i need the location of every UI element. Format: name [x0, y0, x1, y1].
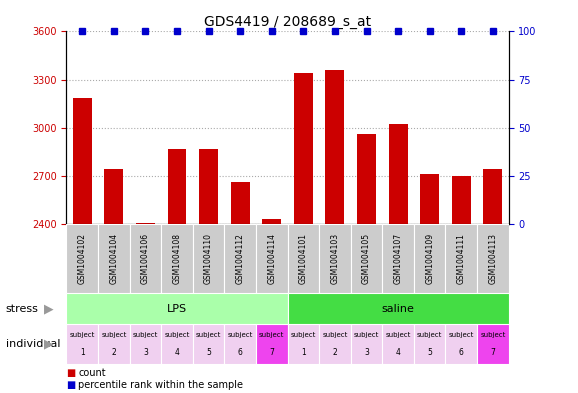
Bar [446, 224, 477, 293]
Text: GSM1004108: GSM1004108 [172, 233, 181, 284]
Text: GSM1004110: GSM1004110 [204, 233, 213, 284]
Text: 4: 4 [175, 348, 179, 357]
Text: 7: 7 [269, 348, 274, 357]
Text: 3: 3 [143, 348, 148, 357]
Bar [325, 70, 344, 393]
Bar [357, 134, 376, 393]
Text: subject: subject [449, 332, 474, 338]
Text: 6: 6 [238, 348, 243, 357]
Text: percentile rank within the sample: percentile rank within the sample [78, 380, 243, 390]
Text: GSM1004109: GSM1004109 [425, 233, 434, 284]
Bar [414, 324, 446, 364]
Text: GSM1004114: GSM1004114 [267, 233, 276, 284]
Text: ■: ■ [66, 368, 76, 378]
Bar [231, 182, 250, 393]
Bar [129, 224, 161, 293]
Text: GSM1004102: GSM1004102 [78, 233, 87, 284]
Bar [136, 223, 155, 393]
Text: 5: 5 [206, 348, 211, 357]
Bar [319, 324, 351, 364]
Title: GDS4419 / 208689_s_at: GDS4419 / 208689_s_at [204, 15, 371, 29]
Bar [382, 324, 414, 364]
Bar [446, 324, 477, 364]
Bar [256, 224, 287, 293]
Text: subject: subject [417, 332, 442, 338]
Text: subject: subject [228, 332, 253, 338]
Bar [319, 224, 351, 293]
Text: 5: 5 [427, 348, 432, 357]
Text: GSM1004103: GSM1004103 [331, 233, 339, 284]
Text: subject: subject [386, 332, 411, 338]
Bar [193, 324, 224, 364]
Text: ▶: ▶ [45, 337, 54, 351]
Text: 4: 4 [396, 348, 401, 357]
Text: GSM1004105: GSM1004105 [362, 233, 371, 284]
Text: subject: subject [259, 332, 284, 338]
Text: 1: 1 [80, 348, 84, 357]
Text: subject: subject [323, 332, 347, 338]
Bar [199, 149, 218, 393]
Bar [66, 293, 287, 324]
Bar [351, 324, 382, 364]
Bar [161, 224, 193, 293]
Text: individual: individual [6, 339, 60, 349]
Bar [414, 224, 446, 293]
Text: 7: 7 [490, 348, 495, 357]
Bar [287, 324, 319, 364]
Bar [420, 174, 439, 393]
Text: GSM1004104: GSM1004104 [109, 233, 118, 284]
Bar [294, 73, 313, 393]
Text: subject: subject [196, 332, 221, 338]
Bar [73, 98, 92, 393]
Text: ■: ■ [66, 380, 76, 390]
Text: LPS: LPS [167, 303, 187, 314]
Bar [161, 324, 193, 364]
Text: 2: 2 [332, 348, 338, 357]
Text: subject: subject [291, 332, 316, 338]
Bar [168, 149, 187, 393]
Bar [224, 224, 256, 293]
Text: subject: subject [101, 332, 127, 338]
Text: GSM1004112: GSM1004112 [236, 233, 244, 284]
Bar [66, 324, 98, 364]
Bar [351, 224, 382, 293]
Bar [477, 324, 509, 364]
Bar [256, 324, 287, 364]
Text: count: count [78, 368, 106, 378]
Text: saline: saline [381, 303, 414, 314]
Text: ▶: ▶ [45, 302, 54, 315]
Bar [382, 224, 414, 293]
Bar [98, 324, 129, 364]
Text: 3: 3 [364, 348, 369, 357]
Bar [66, 224, 98, 293]
Text: 2: 2 [112, 348, 116, 357]
Text: stress: stress [6, 303, 39, 314]
Bar [262, 219, 281, 393]
Text: subject: subject [164, 332, 190, 338]
Bar [98, 224, 129, 293]
Text: subject: subject [133, 332, 158, 338]
Bar [287, 224, 319, 293]
Text: subject: subject [354, 332, 379, 338]
Bar [477, 224, 509, 293]
Text: GSM1004101: GSM1004101 [299, 233, 308, 284]
Bar [388, 124, 407, 393]
Text: GSM1004107: GSM1004107 [394, 233, 403, 284]
Bar [483, 169, 502, 393]
Text: GSM1004113: GSM1004113 [488, 233, 497, 284]
Bar [287, 293, 509, 324]
Text: subject: subject [69, 332, 95, 338]
Text: 6: 6 [459, 348, 464, 357]
Bar [129, 324, 161, 364]
Bar [105, 169, 123, 393]
Text: subject: subject [480, 332, 506, 338]
Bar [224, 324, 256, 364]
Text: 1: 1 [301, 348, 306, 357]
Bar [452, 176, 470, 393]
Bar [193, 224, 224, 293]
Text: GSM1004111: GSM1004111 [457, 233, 466, 284]
Text: GSM1004106: GSM1004106 [141, 233, 150, 284]
